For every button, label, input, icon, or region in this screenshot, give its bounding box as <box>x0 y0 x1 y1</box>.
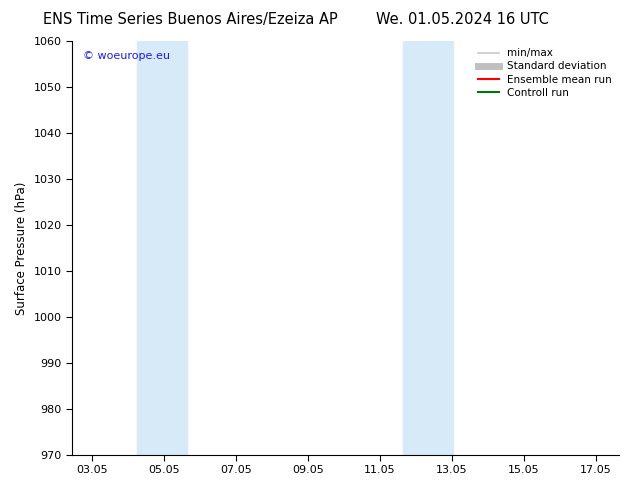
Legend: min/max, Standard deviation, Ensemble mean run, Controll run: min/max, Standard deviation, Ensemble me… <box>474 44 616 102</box>
Text: © woeurope.eu: © woeurope.eu <box>83 51 170 61</box>
Bar <box>403 41 453 455</box>
Text: We. 01.05.2024 16 UTC: We. 01.05.2024 16 UTC <box>377 12 549 27</box>
Text: ENS Time Series Buenos Aires/Ezeiza AP: ENS Time Series Buenos Aires/Ezeiza AP <box>43 12 337 27</box>
Y-axis label: Surface Pressure (hPa): Surface Pressure (hPa) <box>15 181 28 315</box>
Bar <box>137 41 187 455</box>
